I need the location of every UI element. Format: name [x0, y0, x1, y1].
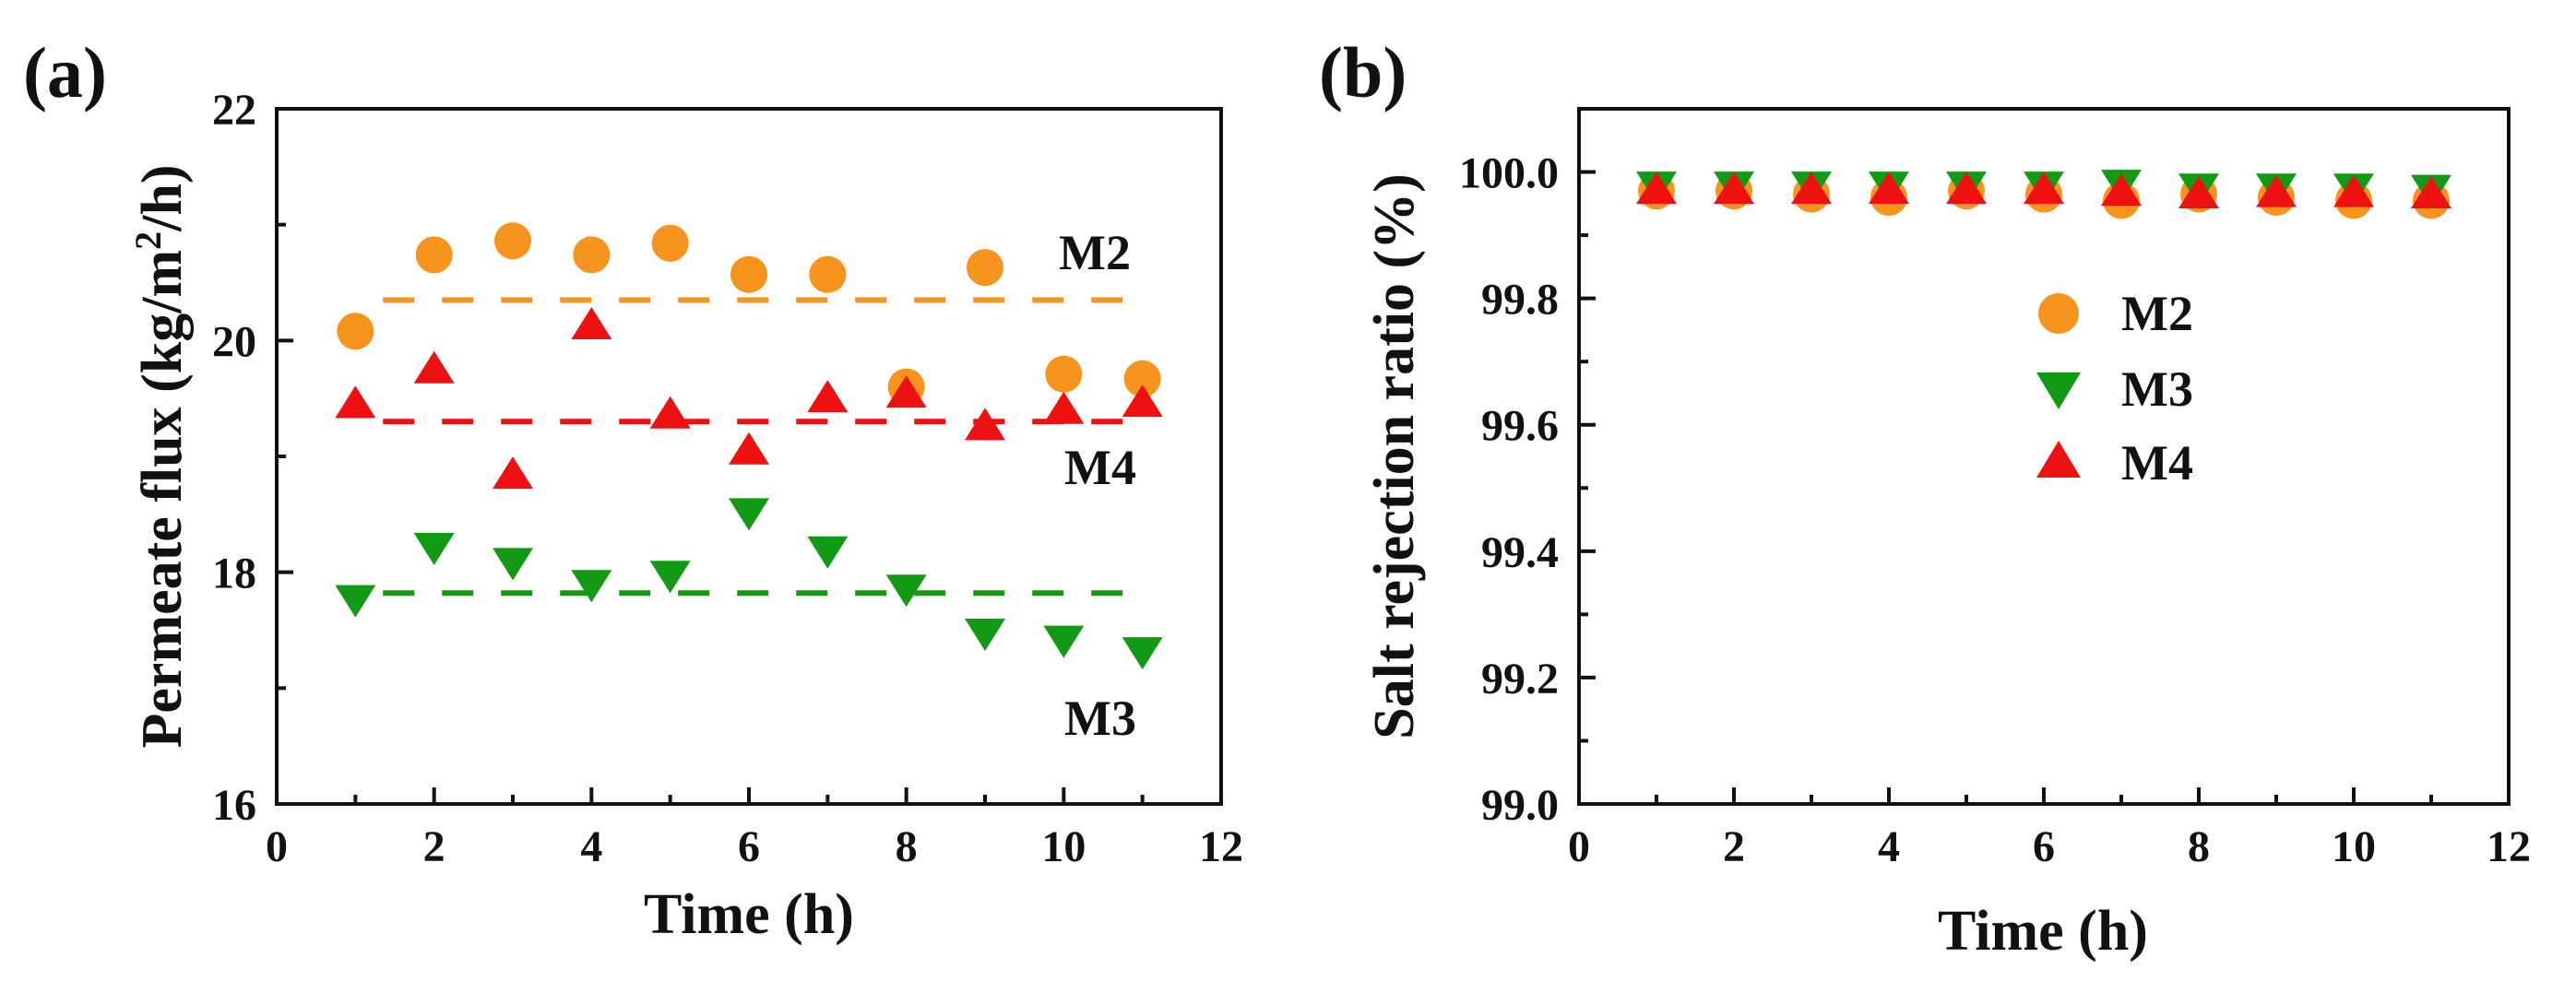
panel-a-m2-point — [415, 236, 453, 274]
panel-b-x-tick-label: 12 — [2487, 822, 2531, 871]
panel-a-m3-point — [807, 536, 849, 569]
panel-a-y-tick-label: 20 — [212, 317, 256, 366]
panel-a-x-axis-title: Time (h) — [644, 883, 854, 946]
legend-m4-marker — [2036, 441, 2081, 478]
legend-m2-marker — [2038, 293, 2079, 334]
panel-a-m4-point — [965, 408, 1005, 441]
panel-b-data-points — [1636, 170, 2451, 219]
panel-a-m3-point — [493, 548, 533, 581]
panel-a-m2-point — [1045, 355, 1083, 393]
panel-a-m2-point — [1123, 360, 1161, 397]
panel-a-m4-point — [1122, 384, 1163, 418]
panel-a-x-tick-label: 6 — [738, 822, 760, 871]
panel-a-y-title-main: Permeate flux (kg/m — [131, 250, 194, 749]
panel-b-m4-point — [2411, 175, 2451, 208]
panel-a-m4-point — [493, 456, 533, 490]
panel-b-x-axis-title: Time (h) — [1938, 900, 2148, 963]
panel-a-data-points — [335, 222, 1163, 670]
panel-a-m3-point — [885, 574, 927, 608]
panel-b-m4-point — [2256, 174, 2297, 207]
panel-a-m2-point — [651, 224, 689, 262]
panel-a-m2-annotation: M2 — [1059, 225, 1131, 280]
panel-b-m4-point — [1946, 171, 1987, 205]
panel-a-y-tick-label: 16 — [212, 781, 256, 830]
panel-b-legend: M2 M3 M4 — [2036, 286, 2193, 490]
panel-b-label: (b) — [1319, 32, 1407, 112]
panel-b-x-tick-label: 0 — [1568, 822, 1590, 871]
panel-b-y-tick-label: 100.0 — [1459, 149, 1559, 198]
panel-a-m2-point — [337, 313, 374, 350]
panel-b-y-tick-label: 99.0 — [1481, 781, 1559, 830]
panel-b-series-m4 — [1636, 171, 2451, 208]
panel-a-series-m2 — [337, 222, 1161, 406]
panel-a-m2-point — [494, 222, 531, 260]
panel-a-y-tick-label: 22 — [212, 86, 256, 135]
panel-a-label: (a) — [23, 32, 107, 112]
panel-b-m4-point — [2024, 171, 2064, 205]
panel-b-x-tick-label: 4 — [1878, 822, 1900, 871]
panel-b-m4-point — [2333, 174, 2374, 207]
panel-a-m3-point — [1122, 637, 1163, 670]
panel-a-m4-point — [1043, 391, 1085, 424]
panel-a-m3-point — [965, 619, 1005, 652]
panel-a-m4-point — [729, 431, 769, 465]
panel-a-m4-point — [335, 385, 376, 419]
panel-b-y-tick-label: 99.4 — [1481, 528, 1559, 577]
panel-a-x-tick-label: 2 — [423, 822, 445, 871]
panel-a-m2-point — [730, 255, 767, 293]
panel-a-y-title-tail: /h) — [131, 165, 194, 232]
panel-a-m2-point — [809, 255, 847, 293]
panel-a-x-tick-label: 8 — [896, 822, 918, 871]
panel-a-mean-lines — [383, 297, 1143, 597]
panel-b-y-tick-label: 99.2 — [1481, 655, 1559, 703]
panel-b-m4-point — [1714, 171, 1754, 205]
panel-b-y-tick-label: 99.8 — [1481, 276, 1559, 325]
panel-a-y-tick-label: 18 — [212, 550, 256, 598]
panel-a-x-tick-label: 10 — [1041, 822, 1086, 871]
panel-a-m4-point — [413, 350, 455, 384]
panel-a-ticks: 0 2 4 6 8 10 12 16 18 20 22 — [212, 86, 1243, 871]
panel-a-m3-point — [571, 570, 612, 603]
panel-a-m2-point — [573, 236, 611, 274]
panel-a-m4-point — [649, 396, 691, 429]
panel-a-m3-point — [335, 585, 376, 618]
panel-a-m3-point — [413, 533, 455, 566]
panel-a-m4-point — [807, 380, 849, 413]
panel-a-x-tick-label: 4 — [580, 822, 602, 871]
legend-m3-marker — [2036, 372, 2081, 409]
panel-a-m4-annotation: M4 — [1064, 440, 1136, 495]
panel-b-x-tick-label: 10 — [2332, 822, 2376, 871]
panel-a-m2-point — [967, 249, 1003, 287]
panel-a-m3-annotation: M3 — [1064, 691, 1136, 746]
panel-b-y-axis-title: Salt rejection ratio (%) — [1363, 173, 1426, 739]
panel-b-rejection-chart: (b) 0 2 4 6 8 10 12 99.0 99.2 99.4 99.6 99.8 100.0 M… — [1319, 32, 2531, 963]
panel-b-y-tick-label: 99.6 — [1481, 402, 1559, 451]
panel-a-y-title-superscript: 2 — [127, 231, 169, 250]
panel-a-x-tick-label: 0 — [266, 822, 288, 871]
panel-b-ticks: 0 2 4 6 8 10 12 99.0 99.2 99.4 99.6 99.8 100.0 — [1459, 149, 2531, 871]
panel-b-m4-point — [1636, 171, 1677, 205]
panel-b-m4-point — [1791, 171, 1832, 205]
legend-m2-label: M2 — [2121, 286, 2193, 341]
panel-b-x-tick-label: 2 — [1723, 822, 1745, 871]
legend-m3-label: M3 — [2121, 361, 2193, 417]
panel-a-y-axis-title: Permeate flux (kg/m2/h) — [127, 165, 194, 749]
panel-a-series-m3 — [335, 498, 1163, 670]
panel-a-m4-point — [885, 375, 927, 408]
legend-m4-label: M4 — [2121, 435, 2193, 490]
panel-a-m4-point — [571, 306, 612, 339]
panel-b-m4-point — [2178, 175, 2219, 208]
panel-a-series-m4 — [335, 306, 1163, 490]
panel-b-x-tick-label: 6 — [2033, 822, 2055, 871]
panel-b-m4-point — [2101, 173, 2142, 207]
panel-a-m3-point — [649, 561, 691, 594]
panel-b-x-tick-label: 8 — [2188, 822, 2210, 871]
panel-b-m4-point — [1869, 171, 1909, 205]
panel-a-m3-point — [729, 498, 769, 531]
panel-a-x-tick-label: 12 — [1199, 822, 1243, 871]
panel-a-m3-point — [1043, 625, 1085, 658]
panel-b-plot-frame — [1577, 107, 2511, 806]
